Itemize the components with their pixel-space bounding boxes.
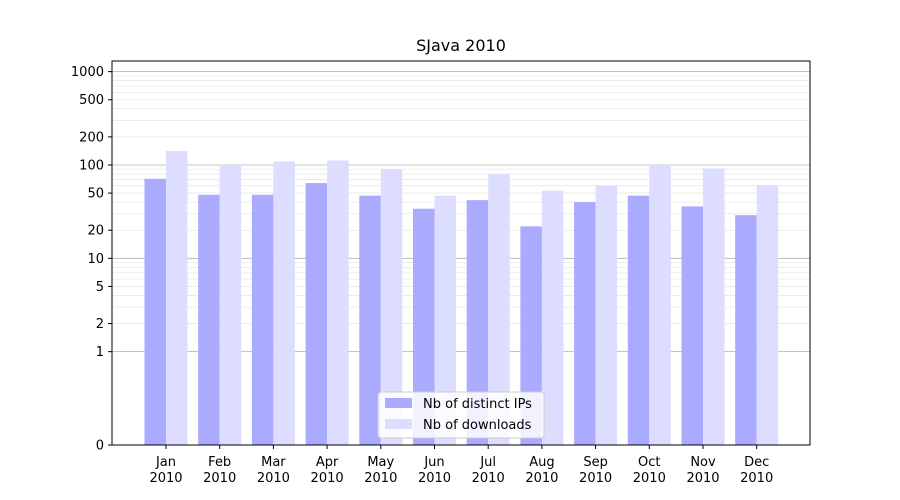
x-tick-label-year: 2010 (364, 471, 397, 486)
bar-downloads-jan (166, 151, 188, 446)
bar-distinct-ips-sep (574, 202, 596, 445)
bar-distinct-ips-apr (305, 183, 328, 446)
x-tick-label-year: 2010 (633, 471, 666, 486)
y-axis: 0 1 2 5 10 20 50 100 200 500 1000 (71, 65, 112, 454)
x-tick-label-month: Feb (208, 455, 231, 470)
y-tick-label: 10 (87, 252, 104, 267)
x-tick-label-month: May (367, 455, 394, 470)
bar-downloads-apr (327, 160, 349, 445)
bar-distinct-ips-oct (627, 195, 650, 445)
legend-swatch-downloads (385, 419, 412, 429)
x-tick-label-year: 2010 (149, 471, 182, 486)
x-tick-label-year: 2010 (525, 471, 558, 486)
bar-downloads-jul (488, 174, 510, 445)
x-tick-label-year: 2010 (418, 471, 451, 486)
x-tick-label-month: Apr (316, 455, 339, 470)
x-tick-label-year: 2010 (686, 471, 719, 486)
x-tick-label-month: Sep (583, 455, 608, 470)
x-tick-label-year: 2010 (740, 471, 773, 486)
y-tick-label: 100 (79, 158, 104, 173)
bar-distinct-ips-mar (251, 194, 274, 445)
y-tick-label: 0 (96, 439, 104, 454)
bar-distinct-ips-jun (413, 208, 435, 445)
x-tick-label-year: 2010 (579, 471, 612, 486)
y-tick-label: 50 (87, 187, 104, 202)
x-tick-label-month: Mar (261, 455, 286, 470)
y-tick-label: 1 (96, 345, 104, 360)
chart-title: SJava 2010 (416, 36, 506, 55)
bar-downloads-aug (541, 190, 564, 445)
bar-distinct-ips-may (359, 195, 381, 445)
bar-downloads-dec (756, 185, 779, 445)
bars (144, 151, 779, 446)
legend: Nb of distinct IPs Nb of downloads (377, 391, 545, 439)
bar-distinct-ips-jan (144, 178, 166, 445)
x-tick-label-year: 2010 (311, 471, 344, 486)
x-tick-label-year: 2010 (203, 471, 236, 486)
y-tick-label: 20 (87, 224, 104, 239)
x-tick-label-month: Jan (155, 455, 176, 470)
bar-downloads-sep (595, 185, 618, 445)
legend-box (377, 391, 545, 439)
bar-distinct-ips-feb (198, 194, 220, 445)
x-tick-label-year: 2010 (257, 471, 290, 486)
x-tick-label-year: 2010 (472, 471, 505, 486)
bar-distinct-ips-aug (520, 226, 542, 445)
x-tick-label-month: Jul (479, 455, 496, 470)
y-tick-label: 1000 (71, 65, 104, 80)
y-tick-label: 5 (96, 280, 104, 295)
y-tick-label: 500 (79, 93, 104, 108)
legend-label-distinct-ips: Nb of distinct IPs (423, 397, 532, 412)
bar-downloads-jun (434, 195, 456, 445)
x-tick-label-month: Jun (423, 455, 444, 470)
bar-distinct-ips-jul (466, 200, 489, 445)
bar-downloads-oct (649, 164, 671, 446)
x-tick-label-month: Oct (638, 455, 660, 470)
bar-downloads-feb (219, 164, 242, 446)
y-tick-label: 200 (79, 130, 104, 145)
bar-distinct-ips-nov (681, 206, 703, 445)
x-tick-label-month: Dec (744, 455, 769, 470)
x-tick-label-month: Nov (690, 455, 716, 470)
legend-swatch-distinct-ips (385, 398, 412, 408)
x-tick-label-month: Aug (529, 455, 554, 470)
legend-label-downloads: Nb of downloads (423, 418, 532, 433)
bar-downloads-nov (703, 168, 725, 445)
bar-downloads-mar (273, 161, 295, 445)
bar-downloads-may (380, 169, 403, 446)
plot-frame (111, 60, 811, 446)
x-axis: Jan2010Feb2010Mar2010Apr2010May2010Jun20… (149, 445, 773, 486)
y-tick-label: 2 (96, 317, 104, 332)
bar-distinct-ips-dec (735, 215, 757, 445)
